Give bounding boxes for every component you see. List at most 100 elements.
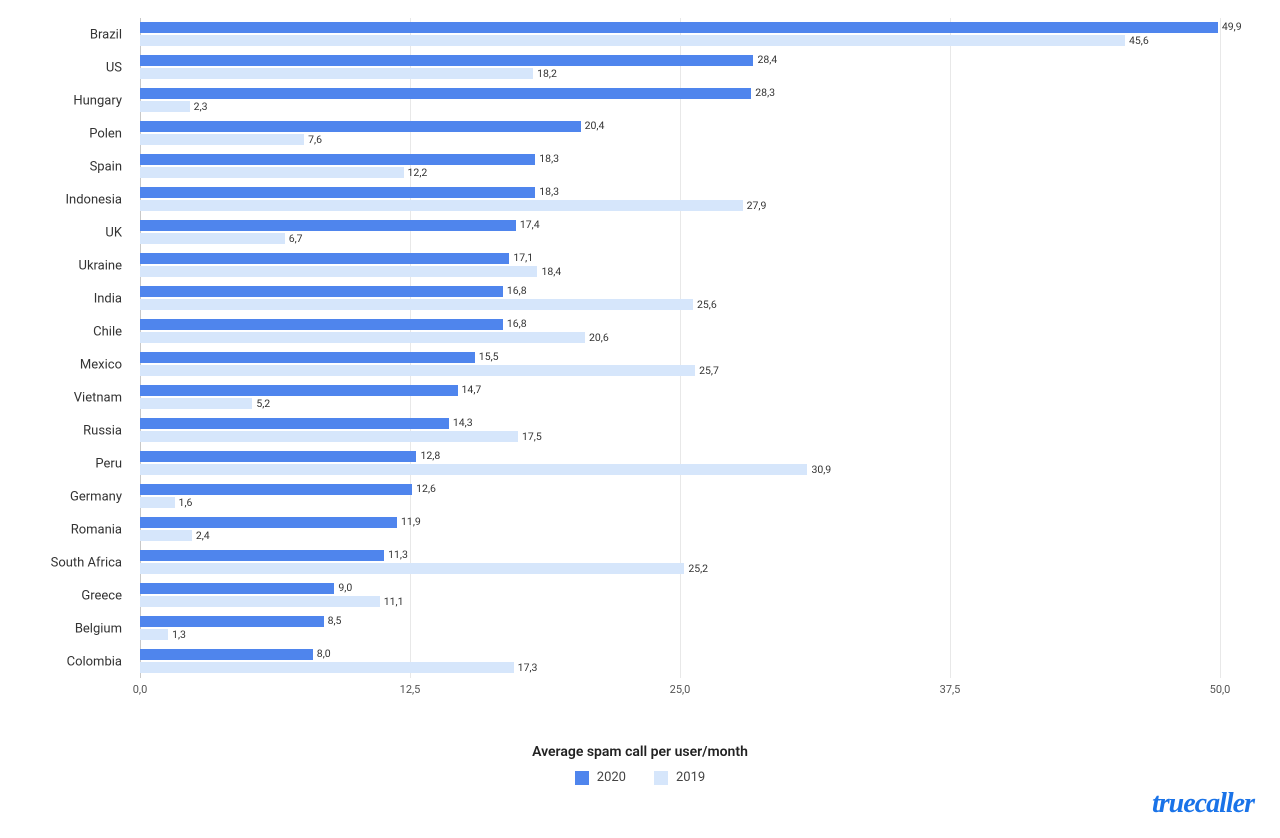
table-row: Mexico15,525,7 (140, 348, 1220, 381)
bar-2020: 11,3 (140, 550, 384, 561)
x-tick-label: 50,0 (1210, 683, 1231, 696)
bar-value-label: 27,9 (743, 199, 767, 212)
table-row: Ukraine17,118,4 (140, 249, 1220, 282)
bar-2020: 28,4 (140, 55, 753, 66)
bar-2019: 12,2 (140, 167, 404, 178)
bar-value-label: 6,7 (285, 232, 303, 245)
bar-2019: 20,6 (140, 332, 585, 343)
bar-2019: 2,3 (140, 101, 190, 112)
table-row: Greece9,011,1 (140, 579, 1220, 612)
table-row: Spain18,312,2 (140, 150, 1220, 183)
bar-value-label: 16,8 (503, 284, 527, 297)
chart-footer: Average spam call per user/month 2020 201… (30, 744, 1250, 785)
bar-2019: 18,2 (140, 68, 533, 79)
bar-value-label: 25,6 (693, 298, 717, 311)
bar-value-label: 15,5 (475, 350, 499, 363)
x-tick-label: 0,0 (133, 683, 148, 696)
category-label: Vietnam (30, 390, 130, 405)
table-row: UK17,46,7 (140, 216, 1220, 249)
category-label: Russia (30, 423, 130, 438)
category-label: Colombia (30, 654, 130, 669)
bar-value-label: 12,6 (412, 482, 436, 495)
bar-2020: 16,8 (140, 319, 503, 330)
table-row: Germany12,61,6 (140, 480, 1220, 513)
category-label: Chile (30, 324, 130, 339)
bar-2020: 14,3 (140, 418, 449, 429)
category-label: US (30, 60, 130, 75)
bar-2019: 25,6 (140, 299, 693, 310)
plot-area: 0,012,525,037,550,0Brazil49,945,6US28,41… (140, 18, 1220, 678)
bar-2019: 18,4 (140, 266, 537, 277)
bar-2020: 18,3 (140, 154, 535, 165)
bar-value-label: 17,1 (509, 251, 533, 264)
table-row: US28,418,2 (140, 51, 1220, 84)
bar-value-label: 28,3 (751, 86, 775, 99)
category-label: Hungary (30, 93, 130, 108)
table-row: Brazil49,945,6 (140, 18, 1220, 51)
bar-value-label: 25,7 (695, 364, 719, 377)
bar-2020: 17,1 (140, 253, 509, 264)
gridline (1220, 18, 1221, 678)
legend-label: 2019 (676, 770, 705, 785)
bar-value-label: 2,3 (190, 100, 208, 113)
spam-calls-chart: 0,012,525,037,550,0Brazil49,945,6US28,41… (30, 18, 1250, 698)
bar-value-label: 11,9 (397, 515, 421, 528)
legend-label: 2020 (597, 770, 626, 785)
category-label: Indonesia (30, 192, 130, 207)
category-label: Germany (30, 489, 130, 504)
table-row: Chile16,820,6 (140, 315, 1220, 348)
bar-2019: 25,7 (140, 365, 695, 376)
bar-2019: 17,3 (140, 662, 514, 673)
bar-2020: 8,0 (140, 649, 313, 660)
category-label: South Africa (30, 555, 130, 570)
legend-swatch (654, 771, 668, 785)
table-row: Hungary28,32,3 (140, 84, 1220, 117)
bar-value-label: 9,0 (334, 581, 352, 594)
category-label: Greece (30, 588, 130, 603)
bar-2019: 45,6 (140, 35, 1125, 46)
bar-value-label: 1,6 (175, 496, 193, 509)
bar-value-label: 49,9 (1218, 20, 1242, 33)
bar-2020: 15,5 (140, 352, 475, 363)
bar-value-label: 30,9 (807, 463, 831, 476)
bar-2020: 17,4 (140, 220, 516, 231)
category-label: UK (30, 225, 130, 240)
bar-2019: 2,4 (140, 530, 192, 541)
bar-value-label: 18,3 (535, 152, 559, 165)
bar-value-label: 20,6 (585, 331, 609, 344)
bar-value-label: 1,3 (168, 628, 186, 641)
bar-2020: 49,9 (140, 22, 1218, 33)
bar-2019: 17,5 (140, 431, 518, 442)
brand-logo: truecaller (1152, 788, 1254, 820)
bar-2020: 8,5 (140, 616, 324, 627)
bar-value-label: 8,0 (313, 647, 331, 660)
bar-2020: 12,8 (140, 451, 416, 462)
legend-item-2019: 2019 (654, 770, 705, 785)
x-tick-label: 25,0 (670, 683, 691, 696)
bar-2019: 1,3 (140, 629, 168, 640)
bar-2020: 9,0 (140, 583, 334, 594)
legend-item-2020: 2020 (575, 770, 626, 785)
x-tick-label: 12,5 (400, 683, 421, 696)
bar-2020: 16,8 (140, 286, 503, 297)
category-label: Polen (30, 126, 130, 141)
bar-value-label: 5,2 (252, 397, 270, 410)
bar-2020: 18,3 (140, 187, 535, 198)
table-row: South Africa11,325,2 (140, 546, 1220, 579)
x-axis-title: Average spam call per user/month (30, 744, 1250, 760)
bar-value-label: 18,2 (533, 67, 557, 80)
table-row: Russia14,317,5 (140, 414, 1220, 447)
category-label: Peru (30, 456, 130, 471)
table-row: Indonesia18,327,9 (140, 183, 1220, 216)
legend-swatch (575, 771, 589, 785)
table-row: Polen20,47,6 (140, 117, 1220, 150)
bar-value-label: 8,5 (324, 614, 342, 627)
bar-2019: 25,2 (140, 563, 684, 574)
bar-2019: 27,9 (140, 200, 743, 211)
bar-value-label: 11,3 (384, 548, 408, 561)
bar-2019: 11,1 (140, 596, 380, 607)
bar-2020: 14,7 (140, 385, 458, 396)
bar-value-label: 17,3 (514, 661, 538, 674)
bar-value-label: 16,8 (503, 317, 527, 330)
table-row: Colombia8,017,3 (140, 645, 1220, 678)
